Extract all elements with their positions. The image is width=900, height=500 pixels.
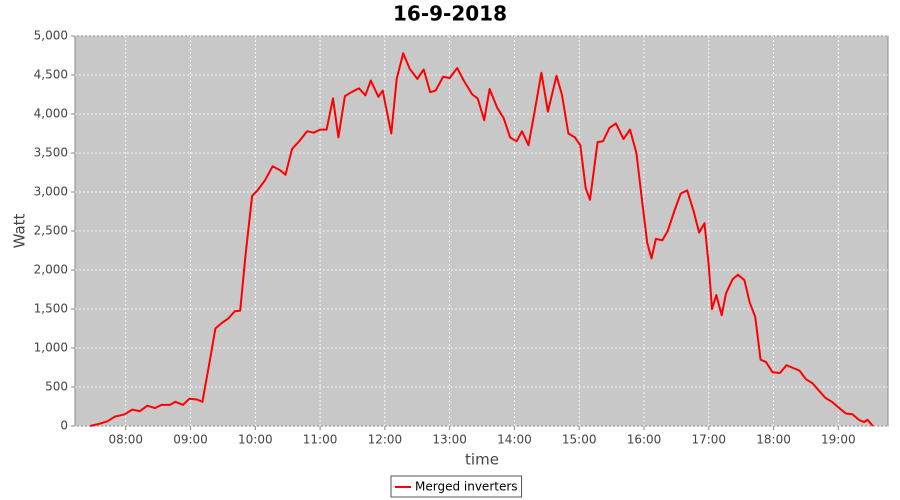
x-tick-label: 15:00: [562, 433, 597, 447]
y-tick-label: 1,000: [34, 341, 68, 355]
legend: Merged inverters: [390, 475, 523, 498]
x-tick-label: 13:00: [432, 433, 467, 447]
chart-title: 16-9-2018: [393, 2, 507, 26]
y-tick-label: 2,000: [34, 263, 68, 277]
legend-label: Merged inverters: [415, 480, 518, 494]
x-tick-label: 14:00: [497, 433, 532, 447]
y-axis-title: Watt: [11, 213, 29, 248]
x-tick-label: 10:00: [238, 433, 273, 447]
legend-box: [390, 475, 523, 498]
x-tick-label: 12:00: [368, 433, 403, 447]
x-tick-label: 09:00: [173, 433, 208, 447]
x-tick-label: 19:00: [821, 433, 856, 447]
x-tick-label: 08:00: [108, 433, 143, 447]
x-axis-title: time: [465, 451, 499, 469]
y-tick-label: 500: [45, 380, 68, 394]
series-line: [89, 52, 874, 427]
y-tick-label: 5,000: [34, 29, 68, 43]
y-tick-label: 4,500: [34, 68, 68, 82]
x-tick-label: 16:00: [627, 433, 662, 447]
x-tick-label: 11:00: [303, 433, 338, 447]
x-tick-label: 18:00: [756, 433, 791, 447]
y-tick-label: 0: [60, 419, 68, 433]
y-tick-label: 3,500: [34, 146, 68, 160]
x-tick-label: 17:00: [691, 433, 726, 447]
y-tick-label: 2,500: [34, 224, 68, 238]
y-tick-label: 4,000: [34, 107, 68, 121]
y-tick-label: 3,000: [34, 185, 68, 199]
y-tick-label: 1,500: [34, 302, 68, 316]
